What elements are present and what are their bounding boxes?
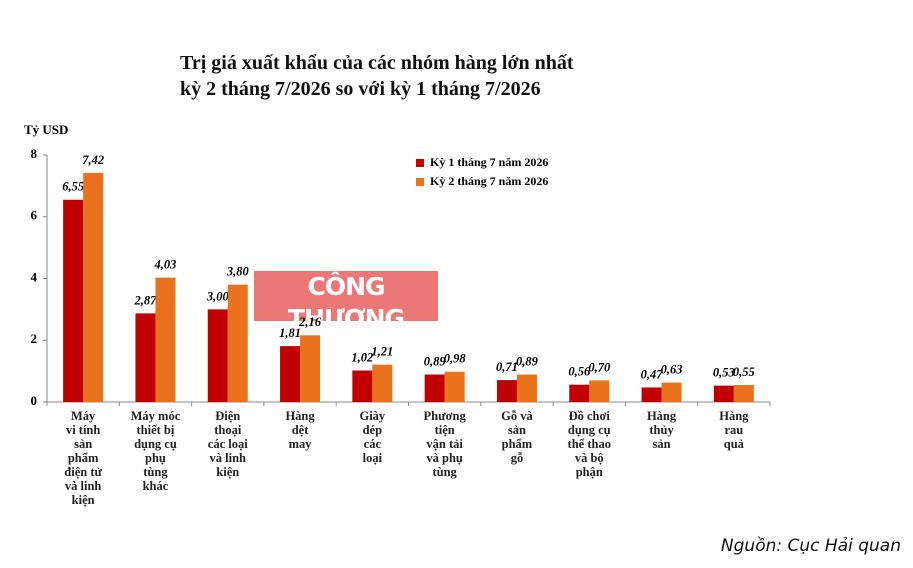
value-label: 2,16 — [298, 315, 322, 329]
bar — [496, 380, 517, 402]
bar — [589, 380, 610, 402]
value-label: 0,55 — [733, 365, 755, 379]
y-tick-label: 8 — [31, 146, 38, 161]
value-label: 4,03 — [154, 257, 177, 271]
x-tick-label: Giày dép các loại — [359, 409, 386, 465]
bar — [207, 309, 228, 402]
value-label: 3,80 — [226, 265, 250, 279]
value-label: 6,55 — [62, 180, 84, 194]
y-tick-label: 4 — [31, 269, 38, 284]
bar — [227, 284, 248, 402]
legend-label: Kỳ 1 tháng 7 năm 2026 — [430, 155, 548, 169]
x-tick-label: Hàng dệt may — [285, 409, 315, 451]
value-label: 0,63 — [661, 362, 683, 376]
value-label: 2,87 — [134, 293, 158, 307]
value-label: 0,71 — [496, 360, 518, 374]
bar — [83, 172, 104, 402]
value-label: 0,56 — [568, 365, 591, 379]
y-axis-label: Tỷ USD — [24, 122, 68, 137]
bar — [661, 382, 682, 402]
watermark-url: WWW.TAPCHICONGTHUONG.VN — [271, 335, 421, 344]
chart-title: Trị giá xuất khẩu của các nhóm hàng lớn … — [180, 52, 574, 100]
legend-swatch — [416, 178, 424, 186]
x-tick-label: Đồ chơi dụng cụ thể thao và bộ phận — [567, 409, 611, 479]
value-label: 7,42 — [82, 153, 104, 167]
value-label: 0,98 — [444, 352, 467, 366]
bar — [733, 385, 754, 402]
value-label: 1,21 — [371, 345, 393, 359]
value-label: 1,81 — [279, 326, 301, 340]
bar — [444, 371, 465, 402]
y-tick-label: 0 — [31, 393, 38, 408]
value-label: 3,00 — [206, 289, 230, 303]
value-label: 0,53 — [713, 366, 735, 380]
bar — [424, 374, 445, 402]
bar — [300, 335, 321, 402]
x-tick-label: Điện thoại các loại và linh kiện — [207, 409, 248, 479]
value-label: 0,47 — [641, 367, 664, 381]
x-tick-label: Gỗ và sản phẩm gỗ — [501, 409, 533, 465]
value-label: 0,89 — [424, 354, 447, 368]
value-label: 0,89 — [516, 354, 539, 368]
bar — [641, 387, 662, 402]
bar — [713, 385, 734, 402]
bar — [155, 277, 176, 402]
value-label: 1,02 — [351, 350, 373, 364]
watermark-text: CÔNG THƯƠNG — [287, 272, 405, 333]
value-label: 0,70 — [588, 360, 611, 374]
bar — [372, 364, 393, 402]
legend-swatch — [416, 159, 424, 167]
x-tick-label: Hàng rau quả — [719, 409, 749, 451]
source: Nguồn: Cục Hải quan — [720, 536, 901, 556]
x-tick-label: Máy vi tính sản phẩm điện tử và linh kiệ… — [64, 409, 102, 507]
bar — [135, 313, 156, 402]
bar — [569, 384, 590, 402]
x-tick-label: Máy móc thiết bị dụng cụ phụ tùng khác — [130, 409, 181, 493]
legend-label: Kỳ 2 tháng 7 năm 2026 — [430, 174, 548, 188]
y-tick-label: 2 — [31, 331, 38, 346]
x-tick-label: Hàng thủy sản — [646, 409, 677, 451]
y-tick-label: 6 — [31, 208, 38, 223]
bar — [280, 346, 301, 402]
bar — [516, 374, 537, 402]
watermark: CÔNG THƯƠNG WWW.TAPCHICONGTHUONG.VN — [254, 271, 438, 344]
bar — [63, 199, 84, 402]
bar — [352, 370, 373, 402]
x-tick-label: Phương tiện vận tải và phụ tùng — [423, 409, 466, 479]
